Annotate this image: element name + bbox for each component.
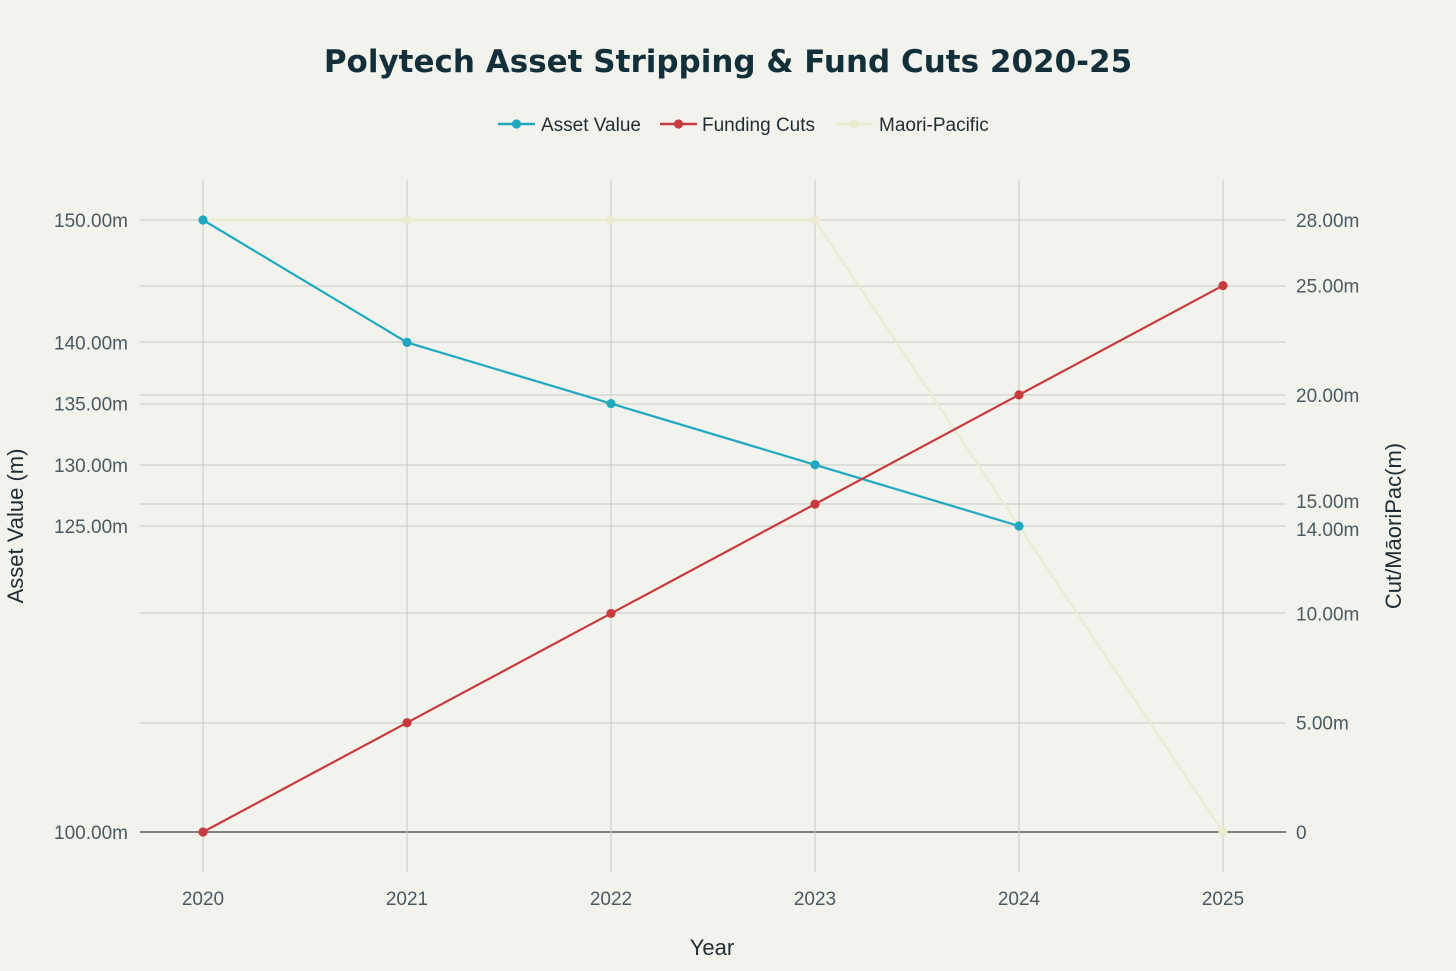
y-axis-title: Asset Value (m): [3, 449, 28, 604]
x-axis-title: Year: [690, 935, 734, 960]
data-point: [402, 215, 412, 225]
y2-tick-label: 20.00m: [1296, 386, 1359, 407]
y2-axis-title: Cut/MāoriPac(m): [1381, 443, 1406, 609]
series-line: [203, 218, 1224, 833]
data-point: [402, 718, 412, 728]
data-point: [1218, 280, 1228, 291]
y-tick-label: 100.00m: [54, 823, 128, 844]
series-funding-cuts: [198, 280, 1228, 837]
y-tick-label: 135.00m: [54, 395, 128, 416]
y2-tick-label: 10.00m: [1296, 604, 1359, 625]
x-tick-label: 2024: [998, 889, 1041, 910]
x-tick-label: 2023: [794, 889, 836, 910]
legend: Asset Value Funding Cuts Maori-Pacific: [498, 115, 989, 136]
y2-tick-label: 0: [1296, 823, 1307, 844]
y2-tick-label: 25.00m: [1296, 277, 1359, 298]
y-tick-label: 150.00m: [54, 211, 128, 232]
data-point: [606, 215, 616, 225]
data-point: [198, 827, 208, 837]
x-tick-label: 2021: [386, 889, 428, 910]
x-tick-label: 2020: [182, 889, 224, 910]
legend-item: Funding Cuts: [660, 115, 815, 136]
y-tick-label: 130.00m: [54, 456, 128, 477]
series-asset-value: [198, 215, 1024, 531]
data-point: [606, 399, 616, 409]
x-axis-ticks: 2020 2021 2022 2023 2024 2025: [182, 889, 1244, 910]
x-tick-label: 2022: [590, 889, 632, 910]
legend-swatch-marker: [673, 119, 684, 129]
data-point: [810, 215, 820, 225]
legend-swatch-marker: [511, 119, 522, 129]
series-layer: [198, 215, 1228, 837]
data-point: [606, 608, 616, 619]
y2-tick-label: 5.00m: [1296, 714, 1349, 735]
data-point: [1218, 827, 1228, 837]
y2-tick-label: 14.00m: [1296, 520, 1359, 541]
legend-label: Maori-Pacific: [879, 115, 989, 136]
legend-label: Funding Cuts: [702, 115, 815, 136]
legend-label: Asset Value: [541, 115, 641, 136]
y2-tick-label: 15.00m: [1296, 492, 1359, 513]
legend-swatch-marker: [849, 119, 860, 129]
data-point: [1014, 521, 1024, 531]
y-axis-ticks: 100.00m 125.00m 130.00m 135.00m 140.00m 150.0…: [54, 211, 128, 844]
legend-item: Maori-Pacific: [836, 115, 989, 136]
y2-tick-label: 28.00m: [1296, 211, 1359, 232]
legend-item: Asset Value: [498, 115, 641, 136]
data-point: [810, 460, 820, 470]
data-point: [810, 499, 820, 509]
series-line: [202, 284, 1224, 833]
x-gridlines: [202, 180, 1224, 872]
y-tick-label: 140.00m: [54, 333, 128, 354]
data-point: [198, 215, 208, 225]
data-point: [1014, 390, 1024, 400]
y-tick-label: 125.00m: [54, 517, 128, 538]
x-tick-label: 2025: [1202, 889, 1244, 910]
y2-axis-ticks: 0 5.00m 10.00m 14.00m 15.00m 20.00m 25.00m 28.0…: [1296, 211, 1359, 844]
data-point: [402, 337, 412, 347]
chart-title: Polytech Asset Stripping & Fund Cuts 202…: [324, 44, 1132, 80]
